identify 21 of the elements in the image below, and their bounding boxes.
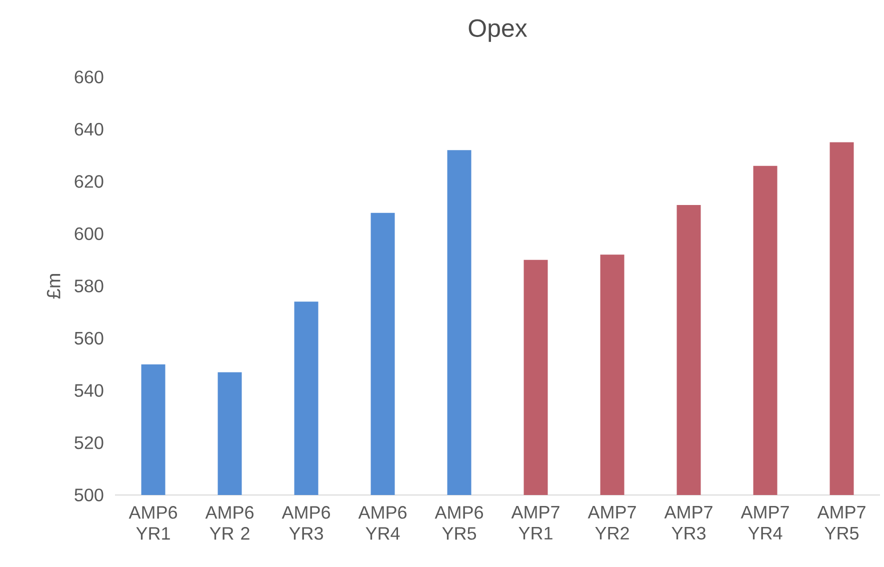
y-tick-label: 520 xyxy=(74,436,104,450)
y-tick-label: 620 xyxy=(74,175,104,188)
y-tick-label: 560 xyxy=(74,332,104,345)
x-tick-label: AMP7 YR3 xyxy=(664,506,712,540)
y-tick-label: 600 xyxy=(74,227,104,240)
x-tick-label: AMP6 YR3 xyxy=(282,506,330,540)
x-tick-label: AMP6 YR5 xyxy=(434,506,483,540)
x-tick-label: AMP6 YR4 xyxy=(358,506,406,540)
x-tick-label: AMP6 YR1 xyxy=(128,506,177,540)
y-tick-label: 500 xyxy=(74,488,104,502)
x-tick-label: AMP7 YR4 xyxy=(740,506,789,540)
x-tick-label: AMP6 YR 2 xyxy=(205,506,254,540)
y-tick-label: 660 xyxy=(74,70,104,84)
x-tick-label: AMP7 YR1 xyxy=(511,506,560,540)
y-tick-label: 580 xyxy=(74,280,104,292)
y-tick-label: 540 xyxy=(74,384,104,397)
chart-title: Opex xyxy=(468,19,528,42)
y-axis-title: £m xyxy=(46,274,60,299)
x-tick-label: AMP7 YR5 xyxy=(817,506,866,540)
x-tick-label: AMP7 YR2 xyxy=(588,506,636,540)
y-tick-label: 640 xyxy=(74,122,104,136)
